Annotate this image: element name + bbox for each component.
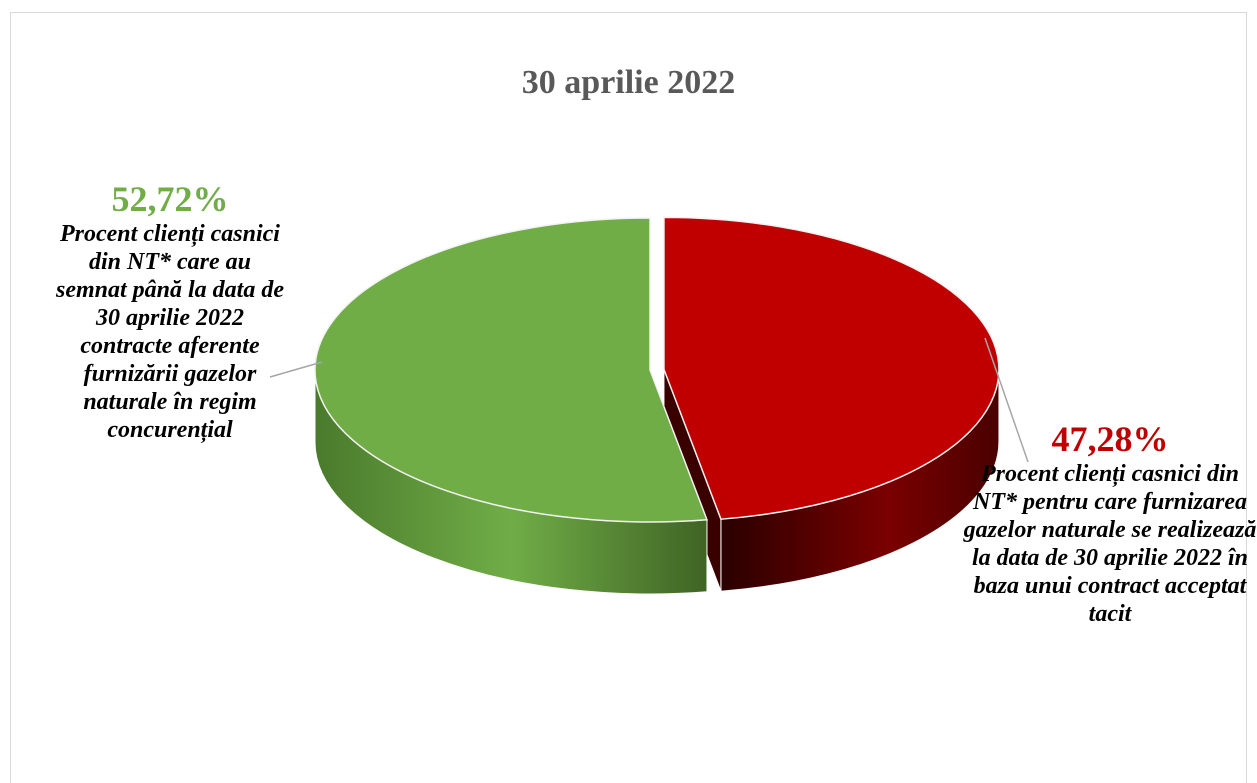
slice-concurential-top (314, 217, 709, 523)
value-label-tacit: 47,28% (1051, 419, 1169, 459)
chart-title: 30 aprilie 2022 (521, 64, 736, 101)
leader-line-tacit (984, 337, 1029, 463)
slice-label-concurential: Procent clienți casnici din NT* care au … (55, 221, 284, 443)
leader-line-concurential (269, 361, 323, 378)
slice-tacit-top (663, 216, 1000, 520)
data-label-concurential: 52,72% Procent clienți casnici din NT* c… (55, 178, 285, 444)
chart-area (10, 12, 1247, 783)
value-label-concurential: 52,72% (111, 179, 229, 219)
slice-label-tacit: Procent clienți casnici din NT* pentru c… (963, 461, 1257, 627)
data-label-tacit: 47,28% Procent clienți casnici din NT* p… (960, 418, 1257, 628)
